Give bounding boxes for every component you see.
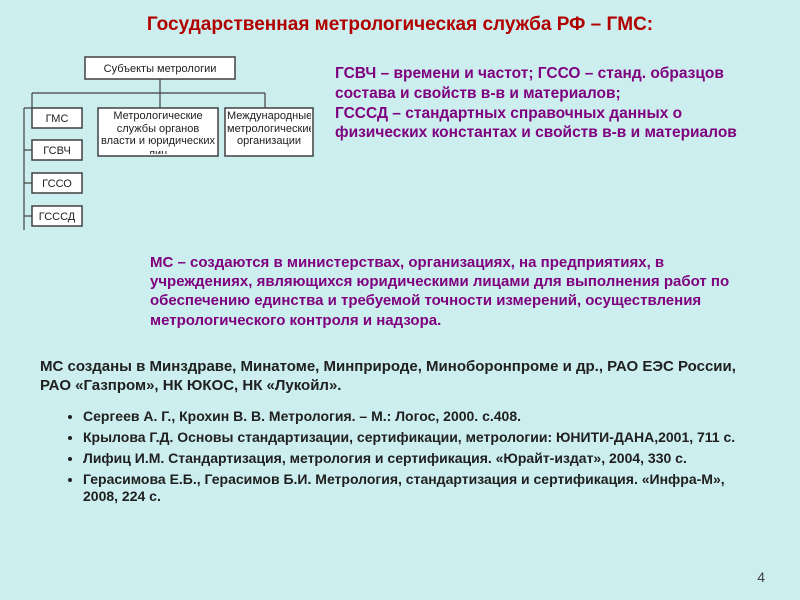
ref-item: Герасимова Е.Б., Герасимов Б.И. Метролог…: [83, 471, 745, 505]
abbrev-p1: ГСВЧ – времени и частот; ГССО – станд. о…: [335, 64, 765, 104]
node-root: Субъекты метрологии: [104, 63, 217, 75]
node-gms: ГМС: [46, 113, 69, 125]
ref-item: Сергеев А. Г., Крохин В. В. Метрология. …: [83, 408, 745, 425]
org-chart: Субъекты метрологии ГМС ГСВЧ ГССО ГСССД: [20, 55, 320, 255]
node-gsso: ГССО: [42, 178, 72, 190]
page-number: 4: [757, 569, 765, 585]
slide-title: Государственная метрологическая служба Р…: [0, 14, 800, 36]
mc-definition: МС – создаются в министерствах, организа…: [150, 253, 750, 330]
node-right: Международные метрологические организаци…: [227, 110, 311, 148]
node-gsssd: ГСССД: [39, 211, 76, 223]
mc-created: МС созданы в Минздраве, Минатоме, Минпри…: [40, 357, 760, 395]
slide: Государственная метрологическая служба Р…: [0, 0, 800, 600]
abbrev-definitions: ГСВЧ – времени и частот; ГССО – станд. о…: [335, 64, 765, 143]
node-gsvh: ГСВЧ: [43, 145, 71, 157]
ref-item: Крылова Г.Д. Основы стандартизации, серт…: [83, 429, 745, 446]
references: Сергеев А. Г., Крохин В. В. Метрология. …: [55, 408, 745, 509]
abbrev-p2: ГСССД – стандартных справочных данных о …: [335, 104, 765, 144]
ref-item: Лифиц И.М. Стандартизация, метрология и …: [83, 450, 745, 467]
node-mid: Метрологические службы органов власти и …: [100, 110, 216, 154]
